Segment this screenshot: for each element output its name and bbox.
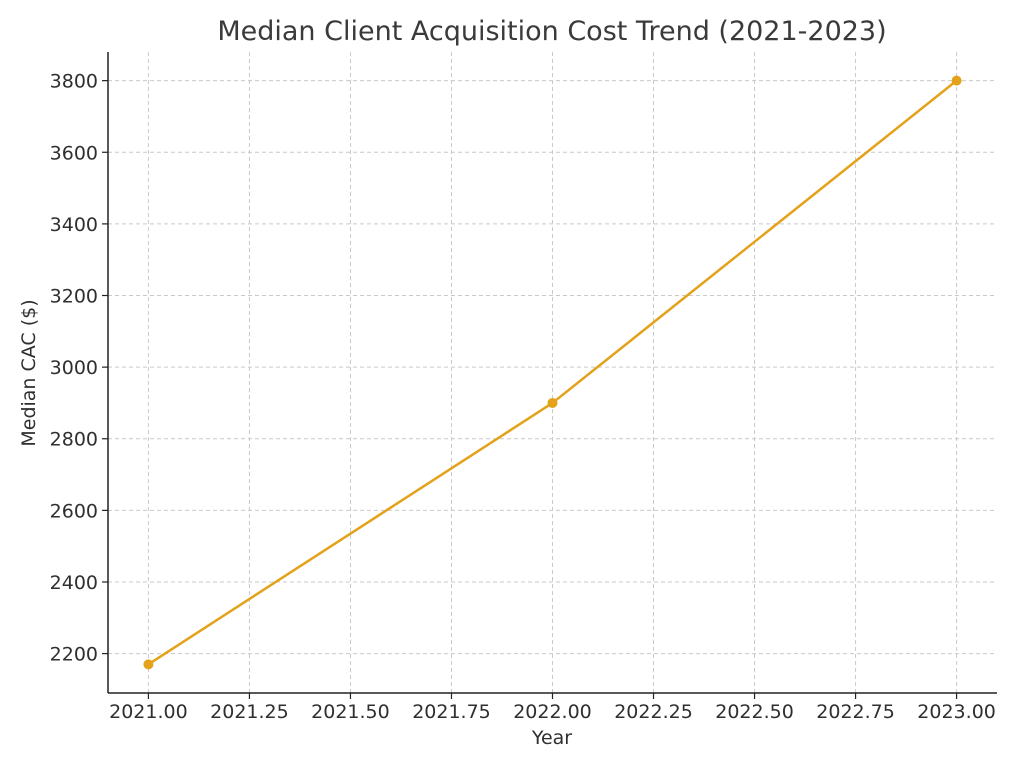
y-tick-label: 3400 — [50, 214, 98, 236]
x-tick-label: 2022.50 — [715, 701, 794, 723]
y-tick-label: 2200 — [50, 644, 98, 666]
x-tick-label: 2021.75 — [412, 701, 491, 723]
data-point — [547, 397, 558, 408]
chart-title: Median Client Acquisition Cost Trend (20… — [217, 16, 886, 47]
text-layer: Median Client Acquisition Cost Trend (20… — [18, 16, 996, 749]
data-point — [143, 659, 154, 670]
y-axis-label: Median CAC ($) — [18, 299, 40, 446]
axes — [102, 52, 997, 699]
series-layer — [143, 75, 962, 670]
y-tick-label: 2800 — [50, 429, 98, 451]
y-tick-label: 2400 — [50, 572, 98, 594]
x-tick-label: 2022.75 — [816, 701, 895, 723]
data-point — [951, 75, 962, 86]
x-tick-label: 2023.00 — [917, 701, 996, 723]
x-tick-label: 2022.25 — [614, 701, 693, 723]
y-tick-label: 3000 — [50, 357, 98, 379]
y-tick-label: 3800 — [50, 71, 98, 93]
x-tick-label: 2021.00 — [109, 701, 188, 723]
series-line — [147, 79, 958, 666]
grid — [108, 52, 997, 693]
y-tick-label: 3200 — [50, 286, 98, 308]
x-tick-label: 2021.50 — [311, 701, 390, 723]
x-axis-label: Year — [531, 727, 572, 749]
x-tick-label: 2022.00 — [513, 701, 592, 723]
y-tick-label: 3600 — [50, 142, 98, 164]
x-tick-label: 2021.25 — [210, 701, 289, 723]
y-tick-label: 2600 — [50, 500, 98, 522]
